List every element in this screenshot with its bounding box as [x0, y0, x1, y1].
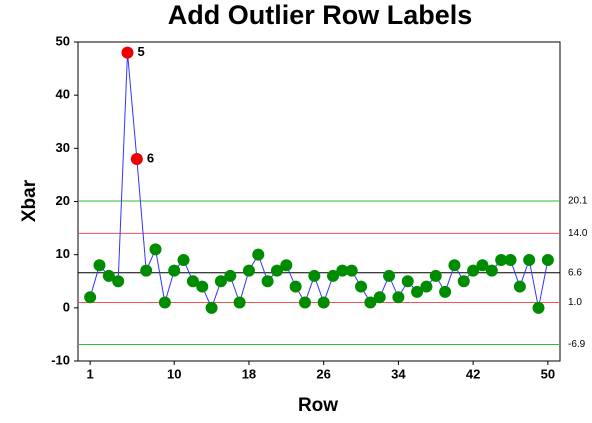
- data-point: [298, 296, 311, 309]
- data-point: [205, 301, 218, 314]
- data-point: [327, 269, 340, 282]
- data-point: [168, 264, 181, 277]
- x-tick-label: 26: [316, 366, 330, 381]
- outlier-point: [130, 152, 143, 165]
- data-point: [261, 275, 274, 288]
- x-axis-label: Row: [298, 395, 338, 416]
- data-point: [401, 275, 414, 288]
- x-tick-label: 50: [541, 366, 555, 381]
- y-tick-label: 20: [56, 193, 70, 208]
- outlier-label: 5: [138, 44, 145, 59]
- data-point: [252, 248, 265, 261]
- data-point: [214, 275, 227, 288]
- y-tick-label: 0: [63, 299, 70, 314]
- data-point: [186, 275, 199, 288]
- data-point: [504, 253, 517, 266]
- data-point: [439, 285, 452, 298]
- x-tick-label: 10: [167, 366, 181, 381]
- data-point: [308, 269, 321, 282]
- y-tick-label: 10: [56, 246, 70, 261]
- chart-title: Add Outlier Row Labels: [168, 0, 473, 30]
- data-point: [242, 264, 255, 277]
- x-tick-label: 18: [242, 366, 256, 381]
- data-point: [392, 291, 405, 304]
- data-point: [177, 253, 190, 266]
- data-point: [364, 296, 377, 309]
- data-point: [373, 291, 386, 304]
- data-point: [457, 275, 470, 288]
- control-limit-label: 14.0: [568, 228, 588, 239]
- data-point: [523, 253, 536, 266]
- data-point: [345, 264, 358, 277]
- x-tick-label: 42: [466, 366, 480, 381]
- data-point: [495, 253, 508, 266]
- data-point: [317, 296, 330, 309]
- data-point: [140, 264, 153, 277]
- data-point: [224, 269, 237, 282]
- data-point: [158, 296, 171, 309]
- data-point: [467, 264, 480, 277]
- data-point: [112, 275, 125, 288]
- plot-frame: [77, 41, 561, 362]
- data-point: [149, 243, 162, 256]
- y-tick-label: -10: [51, 352, 70, 367]
- data-point: [429, 269, 442, 282]
- data-point: [280, 259, 293, 272]
- data-point: [513, 280, 526, 293]
- y-tick-label: 50: [56, 33, 70, 48]
- data-point: [355, 280, 368, 293]
- data-point: [532, 301, 545, 314]
- control-limit-label: 20.1: [568, 196, 588, 207]
- data-point: [541, 253, 554, 266]
- data-point: [196, 280, 209, 293]
- outlier-point: [121, 46, 134, 59]
- y-axis-label: Xbar: [19, 179, 40, 222]
- control-limit-label: 6.6: [568, 267, 582, 278]
- data-point: [93, 259, 106, 272]
- data-point: [336, 264, 349, 277]
- x-tick-label: 34: [391, 366, 406, 381]
- y-tick-label: 30: [56, 140, 70, 155]
- outlier-label: 6: [147, 150, 154, 165]
- data-point: [485, 264, 498, 277]
- data-point: [476, 259, 489, 272]
- data-point: [420, 280, 433, 293]
- data-point: [289, 280, 302, 293]
- data-point: [270, 264, 283, 277]
- data-point: [383, 269, 396, 282]
- y-tick-label: 40: [56, 87, 70, 102]
- data-point: [448, 259, 461, 272]
- x-tick-label: 1: [87, 366, 94, 381]
- control-limit-label: 1.0: [568, 297, 582, 308]
- control-limit-label: -6.9: [568, 339, 586, 350]
- data-point: [233, 296, 246, 309]
- data-point: [84, 291, 97, 304]
- data-point: [102, 269, 115, 282]
- data-point: [411, 285, 424, 298]
